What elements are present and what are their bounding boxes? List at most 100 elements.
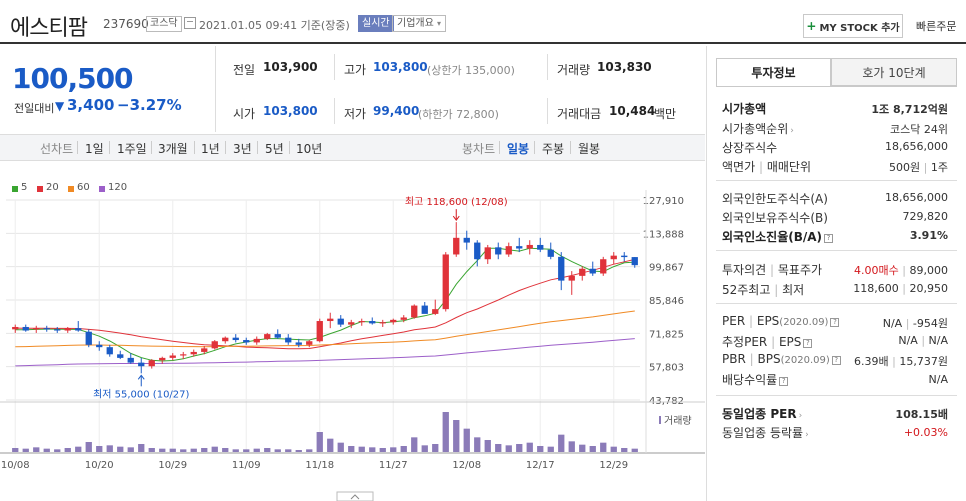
period-bar xyxy=(0,134,705,161)
low-label: 저가 xyxy=(344,107,367,121)
volume-bar xyxy=(43,448,50,452)
tab-underline xyxy=(716,86,957,87)
help-icon[interactable]: ? xyxy=(830,318,840,327)
chart-scroll-handle xyxy=(336,491,374,501)
candle-body xyxy=(138,362,145,367)
stat-divider xyxy=(334,98,335,124)
legend-swatch-ma120 xyxy=(99,186,105,192)
low-annotation: 최저 55,000 (10/27) xyxy=(93,388,189,400)
industry-rate-label[interactable]: 동일업종 등락률 › xyxy=(722,426,809,440)
volume-bar xyxy=(474,437,481,452)
help-icon[interactable]: ? xyxy=(779,377,789,386)
stock-chart[interactable]: 127,910113,88899,86785,84671,82557,80343… xyxy=(0,190,705,501)
legend-ma60: 60 xyxy=(77,182,90,193)
volume-bar xyxy=(568,441,575,452)
open-value: 103,800 xyxy=(263,104,318,118)
period-1w[interactable]: 1주일 xyxy=(117,142,147,156)
high-arrow-head xyxy=(452,215,460,221)
industry-rate-value: +0.03% xyxy=(903,426,948,439)
candle-body xyxy=(75,328,82,331)
volume-bar xyxy=(96,446,103,452)
help-icon[interactable]: ? xyxy=(824,234,834,243)
volume-bar xyxy=(495,444,502,452)
period-5y[interactable]: 5년 xyxy=(265,142,284,156)
period-1d[interactable]: 1일 xyxy=(85,142,104,156)
help-icon[interactable]: ? xyxy=(831,356,841,365)
period-1y[interactable]: 1년 xyxy=(201,142,220,156)
candle-body xyxy=(600,259,607,274)
volume-bar xyxy=(295,450,302,452)
help-icon[interactable]: ? xyxy=(803,339,813,348)
candle-chart-tab[interactable]: 봉차트 xyxy=(462,142,496,156)
volume-bar xyxy=(589,446,596,452)
line-chart-tab[interactable]: 선차트 xyxy=(40,142,74,156)
candle-body xyxy=(369,321,376,324)
volume-bar xyxy=(169,448,176,452)
candle-body xyxy=(421,305,428,314)
volume-bar xyxy=(264,448,271,452)
period-daily[interactable]: 일봉 xyxy=(507,142,530,156)
ma-line-60 xyxy=(15,310,635,348)
stat-divider xyxy=(547,98,548,124)
volume-bar xyxy=(54,449,61,452)
volume-bar xyxy=(64,448,71,452)
change-amount: 3,400 xyxy=(67,96,115,114)
candle-body xyxy=(64,328,71,331)
market-cap-rank-label: 시가총액순위 › xyxy=(722,122,794,136)
volume-label-swatch xyxy=(659,416,661,424)
volume-bar xyxy=(12,448,19,452)
tab-invest-info[interactable]: 투자정보 xyxy=(716,58,831,86)
quick-order-link[interactable]: 빠른주문 xyxy=(916,20,957,33)
volume-bar xyxy=(306,449,313,452)
y-tick-label: 57,803 xyxy=(649,363,684,374)
volume-bar xyxy=(232,449,239,452)
period-divider xyxy=(257,141,258,154)
candle-body xyxy=(589,268,596,274)
period-3y[interactable]: 3년 xyxy=(233,142,252,156)
volume-bar xyxy=(547,446,554,452)
high-value: 103,800 xyxy=(373,60,428,74)
foreign-ratio-label: 외국인소진율(B/A)? xyxy=(722,228,834,245)
lower-limit: (하한가 72,800) xyxy=(418,108,499,121)
period-10y[interactable]: 10년 xyxy=(296,142,323,156)
high-label: 고가 xyxy=(344,63,367,77)
calendar-icon xyxy=(184,17,196,29)
candle-body xyxy=(127,357,134,363)
legend-ma120: 120 xyxy=(108,182,128,193)
low-value: 99,400 xyxy=(373,104,420,118)
stock-code: 237690 xyxy=(103,17,149,31)
company-info-button[interactable]: 기업개요 ▾ xyxy=(392,15,447,32)
volume-bar xyxy=(432,444,439,452)
candle-body xyxy=(159,357,166,361)
tab-order-book[interactable]: 호가 10단계 xyxy=(831,58,957,86)
volume-bar xyxy=(253,448,260,452)
candle-body xyxy=(610,255,617,260)
stat-divider xyxy=(334,54,335,80)
realtime-button[interactable]: 실시간 xyxy=(358,15,394,32)
volume-bar xyxy=(85,442,92,452)
volume-bar xyxy=(505,445,512,452)
candle-body xyxy=(316,321,323,342)
volume-bar xyxy=(442,412,449,452)
industry-per-label[interactable]: 동일업종 PER › xyxy=(722,407,803,421)
candle-body xyxy=(232,337,239,341)
period-divider xyxy=(109,141,110,154)
volume-bar xyxy=(180,449,187,452)
candle-body xyxy=(180,354,187,356)
volume-bar xyxy=(33,447,40,452)
par-unit-value: 500원 | 1주 xyxy=(889,161,948,174)
period-3m[interactable]: 3개월 xyxy=(158,142,188,156)
pbr-bps-label: PBR | BPS(2020.09)? xyxy=(722,352,841,366)
volume-bar xyxy=(222,448,229,452)
market-badge: 코스닥 xyxy=(146,16,182,32)
ma-line-20 xyxy=(15,258,635,350)
period-monthly[interactable]: 월봉 xyxy=(578,142,601,156)
candle-body xyxy=(253,338,260,343)
y-tick-label: 85,846 xyxy=(649,296,684,307)
candle-body xyxy=(358,321,365,323)
period-weekly[interactable]: 주봉 xyxy=(542,142,565,156)
add-mystock-button[interactable]: + MY STOCK 추가 xyxy=(803,14,903,38)
volume-bar xyxy=(148,448,155,452)
amount-label: 거래대금 xyxy=(557,107,602,121)
industry-per-value: 108.15배 xyxy=(895,408,948,421)
